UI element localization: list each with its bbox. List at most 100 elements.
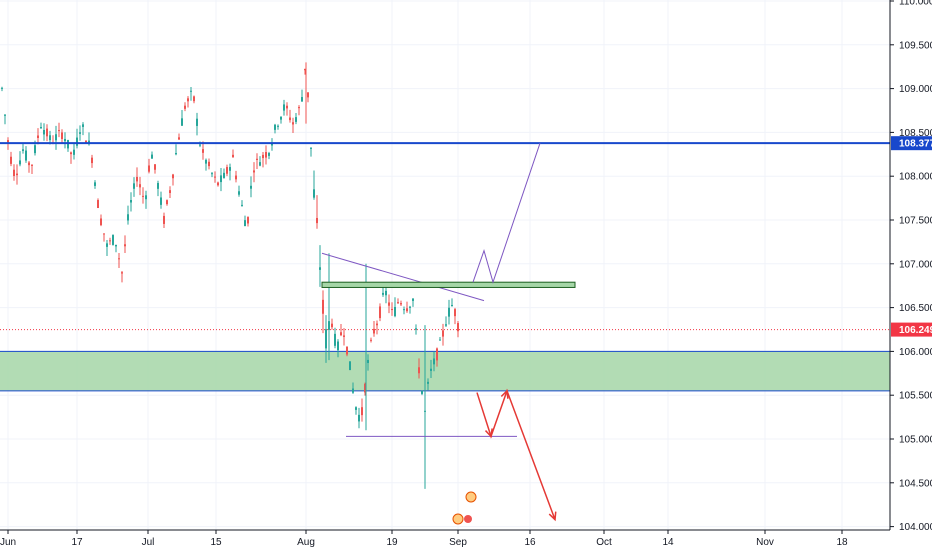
candle-body [316, 217, 318, 224]
candles-layer [1, 62, 459, 489]
candle-body [100, 218, 102, 226]
candle [289, 109, 291, 123]
candle-body [457, 323, 459, 332]
candle [100, 214, 102, 227]
candle-body [289, 117, 291, 121]
candle-body [58, 130, 60, 132]
candle-body [271, 143, 273, 146]
candle [67, 139, 69, 152]
y-tick-label: 104.500 [899, 478, 932, 489]
candle-body [181, 118, 183, 126]
price-tag: 108.377 [891, 136, 932, 151]
candle-body [40, 127, 42, 129]
candle [142, 187, 144, 204]
candle-body [388, 302, 390, 306]
candle [46, 124, 48, 142]
candle-body [370, 339, 372, 341]
candle [409, 305, 411, 314]
candle-body [262, 154, 264, 159]
candle-body [22, 149, 24, 151]
candle [379, 303, 381, 322]
candle-body [166, 200, 168, 205]
candle-body [31, 164, 33, 166]
candle [157, 180, 159, 197]
candle-body [208, 161, 210, 167]
candle [295, 112, 297, 125]
candle [13, 164, 15, 181]
candle [40, 122, 42, 129]
candle-body [349, 361, 351, 370]
candle-body [241, 204, 243, 206]
candle [4, 114, 6, 125]
candle-body [277, 125, 279, 127]
candle [457, 321, 459, 338]
candle-body [202, 149, 204, 153]
candle-body [310, 147, 312, 149]
candle-body [436, 348, 438, 361]
candle [346, 346, 348, 357]
x-tick-label: Jul [142, 537, 155, 548]
candle-body [259, 162, 261, 166]
candle-body [190, 90, 192, 92]
candle-body [280, 116, 282, 120]
candle [358, 407, 360, 429]
candle [163, 212, 165, 229]
candle-body [13, 169, 15, 177]
event-marker-icon [464, 515, 472, 523]
candle [274, 123, 276, 134]
candle [331, 318, 333, 330]
x-tick-label: Oct [596, 537, 612, 548]
candle-body [247, 217, 249, 224]
bearish-arrow-down-1 [484, 428, 493, 439]
candle [22, 142, 24, 154]
candle-body [124, 244, 126, 247]
candle [25, 146, 27, 163]
candle [406, 301, 408, 313]
candle-body [187, 98, 189, 102]
candle-body [43, 129, 45, 135]
candle [187, 96, 189, 108]
x-tick-label: Sep [449, 537, 467, 548]
candle [343, 328, 345, 346]
candle-body [394, 306, 396, 317]
candle [313, 170, 315, 200]
candle [205, 158, 207, 171]
candle-body [403, 309, 405, 311]
candle-body [415, 328, 417, 330]
candle [109, 237, 111, 245]
candle-body [10, 156, 12, 164]
candle-body [175, 153, 177, 155]
candle-body [19, 160, 21, 165]
candle-body [118, 258, 120, 260]
candle [352, 382, 354, 394]
candle [286, 102, 288, 116]
price-tags-layer: 108.377 106.249 [891, 136, 932, 337]
candle [361, 398, 363, 422]
candle-body [79, 132, 81, 134]
candle [322, 290, 324, 334]
candle-body [46, 128, 48, 137]
candle-body [76, 137, 78, 146]
candle [373, 321, 375, 337]
candle [262, 151, 264, 168]
candle [421, 390, 423, 396]
event-marker-icon [465, 491, 477, 503]
candle [430, 359, 432, 378]
candle [148, 158, 150, 174]
candle [133, 177, 135, 197]
candle [427, 378, 429, 391]
candle-body [103, 233, 105, 235]
candle-body [382, 292, 384, 295]
candle-body [232, 154, 234, 158]
candle [136, 167, 138, 187]
candle-body [331, 323, 333, 328]
candle [364, 382, 366, 396]
candle [115, 244, 117, 253]
candle-body [451, 304, 453, 306]
candle-body [235, 175, 237, 180]
price-tag-bg [891, 136, 932, 151]
candle-body [298, 107, 300, 109]
